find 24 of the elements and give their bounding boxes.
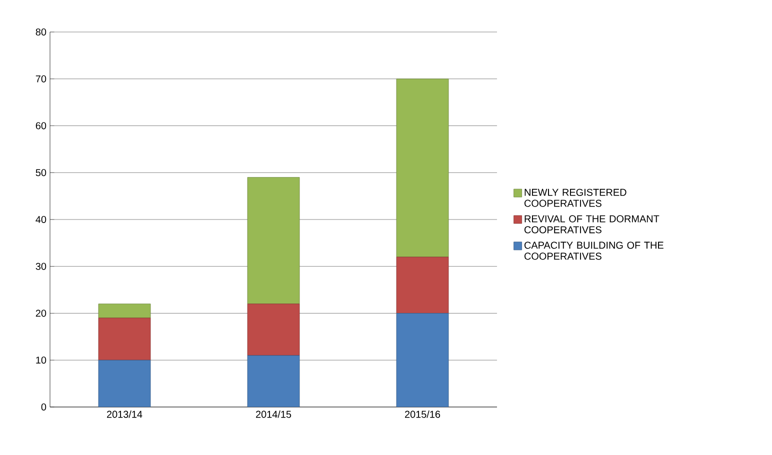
bar	[396, 313, 449, 407]
y-tick-label: 80	[36, 28, 46, 36]
y-tick-label: 40	[36, 216, 46, 224]
x-tick-label: 2015/16	[404, 410, 440, 418]
bar	[247, 355, 300, 407]
bar	[247, 304, 300, 356]
bar	[247, 177, 300, 304]
y-tick-label: 70	[36, 75, 46, 82]
y-tick-label: 20	[36, 310, 46, 317]
bar	[98, 304, 151, 318]
y-tick-label: 10	[36, 356, 46, 364]
x-tick-label: 2013/14	[106, 410, 142, 418]
bar	[396, 78, 449, 258]
legend-label: NEWLY REGISTERED COOPERATIVES	[524, 188, 626, 207]
y-tick-label: 0	[41, 403, 46, 411]
y-tick-label: 30	[36, 262, 46, 270]
bar	[98, 318, 151, 360]
bar	[98, 360, 151, 407]
legend-label: REVIVAL OF THE DORMANT COOPERATIVES	[524, 215, 660, 234]
legend-label: CAPACITY BUILDING OF THE COOPERATIVES	[524, 242, 664, 260]
y-tick-label: 60	[36, 122, 46, 130]
bar	[396, 256, 449, 314]
x-tick-label: 2014/15	[256, 410, 292, 418]
y-tick-label: 50	[36, 169, 46, 176]
